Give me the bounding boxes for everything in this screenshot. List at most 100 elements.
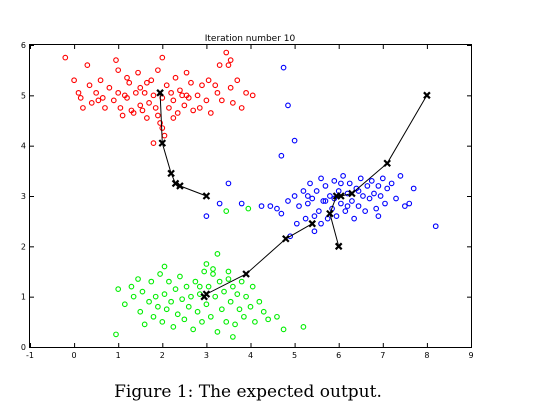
data-point xyxy=(152,105,159,111)
data-point xyxy=(163,306,170,313)
y-axis-ticks: 0 1 2 3 4 5 6 xyxy=(21,41,471,352)
data-point xyxy=(304,200,311,207)
data-point xyxy=(311,213,318,219)
data-point xyxy=(97,77,104,84)
x-tick-label: 7 xyxy=(380,351,385,360)
data-point xyxy=(152,293,159,300)
data-point xyxy=(357,175,364,182)
data-point xyxy=(124,74,130,81)
data-point xyxy=(205,77,212,84)
data-point xyxy=(236,306,243,313)
data-point xyxy=(93,89,99,96)
centroid-marker xyxy=(308,219,317,228)
data-point xyxy=(234,77,241,84)
data-point xyxy=(245,205,252,212)
data-point xyxy=(227,84,234,91)
data-point xyxy=(170,97,177,104)
data-point xyxy=(340,173,346,179)
data-point xyxy=(150,140,157,146)
data-point xyxy=(238,278,245,285)
data-point xyxy=(256,298,263,305)
data-point xyxy=(318,220,324,227)
data-point xyxy=(227,298,234,305)
data-point xyxy=(174,311,181,318)
data-point xyxy=(117,105,124,111)
data-point xyxy=(196,105,203,111)
data-point xyxy=(346,180,353,187)
data-point xyxy=(161,291,168,298)
data-point xyxy=(166,278,172,285)
data-point xyxy=(267,203,274,209)
data-point xyxy=(232,321,238,328)
data-point xyxy=(285,102,291,109)
data-point xyxy=(172,74,179,81)
centroid-marker xyxy=(282,235,290,243)
data-point xyxy=(188,79,194,86)
data-point xyxy=(106,84,113,91)
data-point xyxy=(355,188,362,194)
data-point xyxy=(393,195,399,202)
data-point xyxy=(249,92,256,99)
data-point xyxy=(170,324,177,330)
data-point xyxy=(113,331,119,338)
data-point xyxy=(181,102,188,109)
data-point xyxy=(157,271,163,277)
data-point xyxy=(214,89,221,96)
data-point xyxy=(331,178,338,184)
data-point xyxy=(194,308,201,315)
data-point xyxy=(243,89,249,96)
centroid-marker xyxy=(383,159,391,168)
data-point xyxy=(304,193,311,199)
data-point xyxy=(285,198,291,204)
data-point xyxy=(155,303,161,310)
data-point xyxy=(309,195,316,202)
data-point xyxy=(141,89,148,96)
data-point xyxy=(159,54,166,61)
data-point xyxy=(221,288,227,295)
data-point xyxy=(177,273,183,280)
data-point xyxy=(84,62,91,68)
x-tick-label: 2 xyxy=(160,351,165,360)
data-point xyxy=(397,173,404,179)
data-point xyxy=(126,79,133,86)
chart-title: Iteration number 10 xyxy=(205,34,296,44)
centroid-marker xyxy=(167,169,175,178)
data-point xyxy=(327,193,333,199)
data-point xyxy=(379,175,386,182)
data-point xyxy=(161,263,168,270)
data-point xyxy=(388,180,395,187)
data-point xyxy=(320,198,327,204)
data-point xyxy=(349,198,355,204)
data-point xyxy=(181,316,188,323)
data-point xyxy=(278,210,285,217)
data-point xyxy=(75,89,82,96)
y-tick-label: 4 xyxy=(21,142,26,151)
data-point xyxy=(230,283,236,290)
data-point xyxy=(99,94,106,101)
data-point xyxy=(137,102,144,109)
data-point xyxy=(183,92,190,99)
data-point xyxy=(166,105,172,111)
data-point xyxy=(384,185,391,192)
data-point xyxy=(368,178,375,184)
data-point xyxy=(196,283,203,290)
data-point xyxy=(373,205,380,212)
data-point xyxy=(247,303,254,310)
data-point xyxy=(406,200,413,207)
x-tick-label: 8 xyxy=(424,351,429,360)
data-point xyxy=(311,228,318,235)
centroid-trajectory xyxy=(203,223,313,298)
data-point xyxy=(190,326,197,333)
data-point xyxy=(238,105,245,111)
data-point xyxy=(249,283,256,290)
centroid-paths xyxy=(156,89,431,301)
data-point xyxy=(192,278,199,285)
data-point xyxy=(212,293,219,300)
data-point xyxy=(203,97,210,104)
data-point xyxy=(333,213,340,219)
data-point xyxy=(161,132,168,139)
data-point xyxy=(291,137,298,144)
data-point xyxy=(218,306,225,313)
centroid-marker xyxy=(176,182,184,190)
data-point xyxy=(144,115,150,121)
